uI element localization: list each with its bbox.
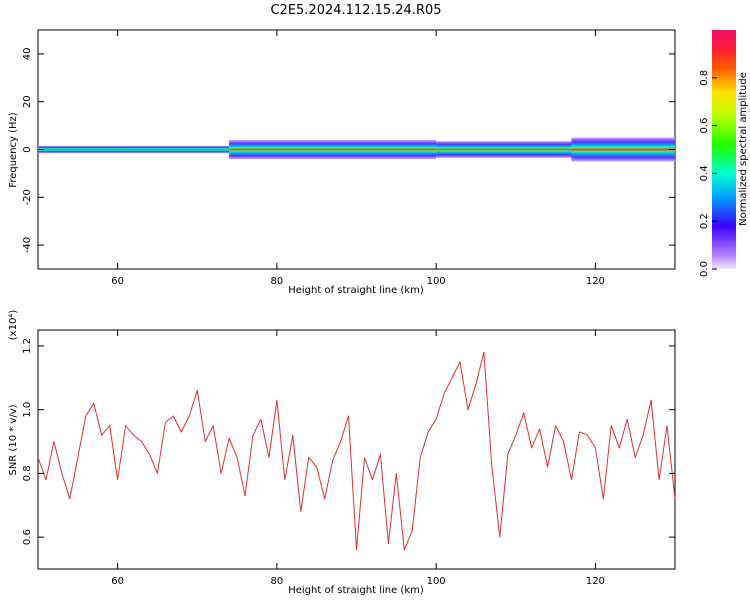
snr-x-ticks: 60 80 100 120: [111, 330, 605, 587]
x-tick-label: 60: [111, 576, 124, 587]
snr-multiplier: (x10⁴): [8, 310, 19, 341]
snr-y-ticks: 0.6 0.8 1.0 1.2: [22, 338, 675, 545]
colorbar-ticks: 0.0 0.2 0.4 0.6 0.8: [699, 70, 717, 277]
colorbar-tick-label: 0.0: [699, 261, 710, 277]
x-tick-label: 100: [427, 276, 446, 287]
spectrogram-panel: 60 80 100 120 40 20 0 -20 -40 Height of straigh…: [8, 29, 676, 296]
y-tick-label: 0: [22, 146, 33, 152]
spectrogram-x-label: Height of straight line (km): [288, 285, 424, 296]
colorbar-tick-label: 0.8: [699, 70, 710, 86]
x-tick-label: 120: [586, 576, 605, 587]
colorbar-gradient: [712, 30, 736, 269]
figure-title: C2E5.2024.112.15.24.R05: [270, 3, 441, 18]
spectrogram-y-label: Frequency (Hz): [8, 112, 19, 188]
colorbar-tick-label: 0.6: [699, 118, 710, 134]
snr-plot-area: [37, 329, 676, 570]
band-segment-3: [436, 141, 572, 158]
x-tick-label: 60: [111, 276, 124, 287]
snr-panel: 60 80 100 120 0.6 0.8 1.0 1.2 Height of straig…: [8, 310, 676, 596]
spectrogram-y-ticks: 40 20 0 -20 -40: [22, 48, 675, 253]
snr-x-label: Height of straight line (km): [288, 585, 424, 596]
spectral-band: [38, 137, 675, 162]
band-segment-1: [38, 145, 230, 154]
snr-series-line: [37, 351, 676, 551]
colorbar-tick-label: 0.4: [699, 165, 710, 181]
y-tick-label: 0.6: [22, 529, 33, 545]
y-tick-label: 40: [22, 48, 33, 61]
colorbar: 0.0 0.2 0.4 0.6 0.8 Normalized spectral ampl…: [699, 30, 749, 277]
x-tick-label: 80: [271, 276, 284, 287]
y-tick-label: 1.0: [22, 402, 33, 418]
y-tick-label: -40: [22, 237, 33, 253]
y-tick-label: 20: [22, 95, 33, 108]
colorbar-tick-label: 0.2: [699, 213, 710, 229]
band-segment-4: [571, 137, 675, 162]
x-tick-label: 120: [586, 276, 605, 287]
spectrogram-x-ticks: 60 80 100 120: [111, 30, 605, 287]
band-segment-2: [229, 139, 437, 160]
snr-y-label: SNR (10 * v/v): [8, 404, 19, 475]
colorbar-label: Normalized spectral amplitude: [738, 72, 749, 226]
x-tick-label: 80: [271, 576, 284, 587]
y-tick-label: 0.8: [22, 465, 33, 481]
y-tick-label: -20: [22, 189, 33, 205]
y-tick-label: 1.2: [22, 338, 33, 354]
x-tick-label: 100: [427, 576, 446, 587]
